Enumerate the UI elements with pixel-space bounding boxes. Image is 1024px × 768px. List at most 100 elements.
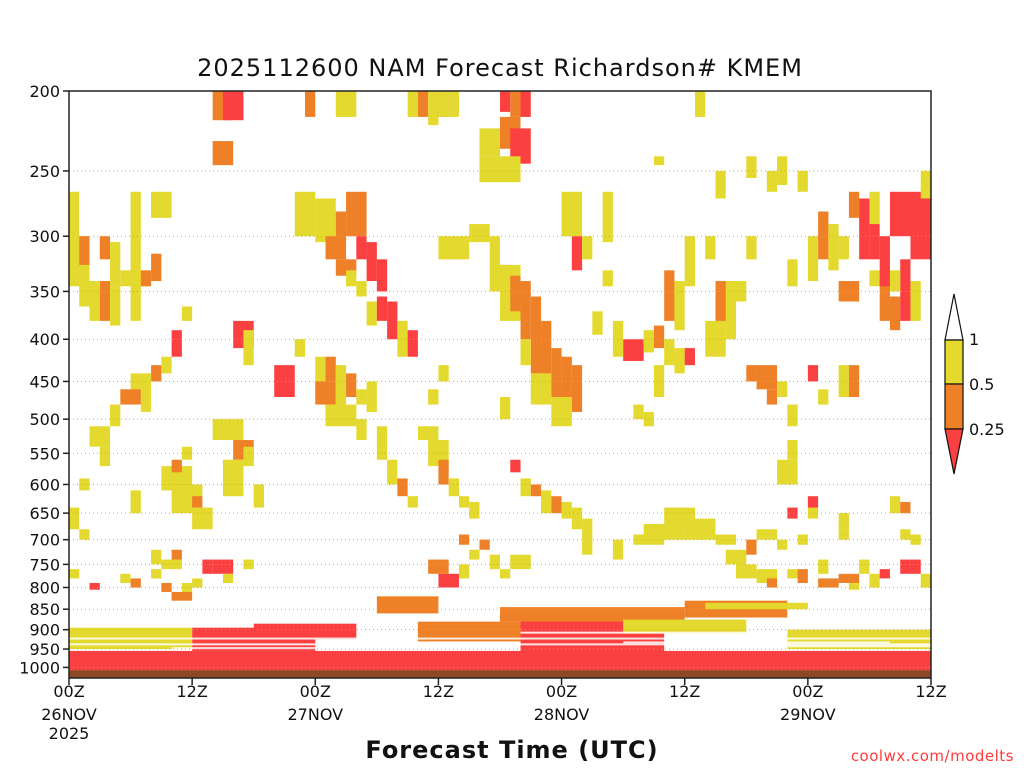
ri-cell [694, 91, 706, 117]
ri-cell [171, 330, 182, 357]
ri-cell [520, 339, 531, 366]
ri-cell [869, 191, 880, 225]
ri-cell [510, 275, 521, 312]
ri-cell [510, 459, 521, 473]
ri-cell [212, 141, 234, 166]
ri-cell [807, 365, 819, 382]
ri-cell [900, 501, 911, 514]
x-tick-label: 12Z [176, 682, 207, 701]
ri-cell [479, 156, 521, 183]
x-tick-label: 00Z [546, 682, 577, 701]
ri-cell [725, 549, 747, 565]
x-tick-label: 00Z [792, 682, 823, 701]
ri-cell [633, 404, 644, 420]
ri-cell [571, 365, 583, 412]
ri-cell [807, 496, 819, 508]
ri-cell [315, 198, 336, 243]
ri-cell [582, 539, 593, 555]
ri-cell [612, 539, 624, 560]
y-tick-label: 850 [29, 600, 60, 619]
ri-cell [889, 496, 901, 514]
ri-cell [520, 281, 531, 340]
x-tick-label: 00Z [53, 682, 84, 701]
ri-cell [397, 320, 408, 357]
ri-cell [243, 559, 254, 570]
ri-cell [623, 339, 644, 361]
ri-cell [79, 281, 100, 307]
ri-cell [346, 191, 367, 237]
ri-cell [653, 156, 665, 166]
ri-cell [900, 559, 921, 574]
ri-cell [551, 496, 562, 514]
ri-cell [325, 356, 336, 382]
ri-cell [151, 191, 172, 218]
ri-cell [212, 419, 244, 441]
ri-cell [541, 490, 552, 514]
ri-cell [110, 286, 121, 326]
ri-cell [756, 365, 778, 390]
ri-cell [181, 446, 193, 460]
ri-cell [171, 549, 182, 560]
legend-swatch-below-0-25 [944, 428, 964, 475]
ri-cell [99, 236, 111, 260]
legend-label: 1 [969, 330, 979, 349]
ri-cell [120, 389, 141, 405]
ri-cell [458, 564, 470, 579]
ri-cell [335, 211, 347, 243]
ri-cell [879, 236, 890, 287]
ri-cell [787, 259, 798, 287]
ri-cell [366, 381, 377, 412]
y-tick-label: 350 [29, 282, 60, 301]
ri-band [500, 607, 685, 622]
ri-cell [161, 582, 172, 592]
ri-cell [736, 564, 757, 579]
ri-cell [161, 356, 172, 374]
ri-cell [561, 356, 572, 405]
ri-band [705, 602, 808, 610]
ri-cell [151, 365, 162, 382]
ri-cell [551, 348, 562, 398]
x-tick-label: 12Z [423, 682, 454, 701]
ri-cell [541, 320, 552, 390]
ri-cell [797, 569, 808, 583]
ri-cell [684, 518, 716, 540]
ri-cell [243, 330, 254, 366]
ri-cell [705, 320, 716, 357]
ri-cell [161, 559, 182, 570]
ri-cell [889, 191, 911, 237]
ri-cell [571, 507, 583, 530]
plot-frame [68, 90, 932, 679]
ri-cell [181, 582, 193, 592]
ri-cell [428, 389, 439, 405]
ri-cell [746, 156, 757, 179]
ri-cell [428, 91, 439, 126]
ri-cell [438, 459, 449, 485]
ri-cell [489, 554, 500, 570]
ri-cell [879, 281, 890, 321]
ri-cell [253, 484, 264, 508]
ri-cell [838, 573, 860, 583]
ri-cell [376, 259, 388, 292]
ri-cell [869, 573, 880, 588]
ri-cell [428, 559, 449, 574]
ri-cell [920, 573, 931, 588]
ri-cell [694, 529, 706, 540]
ri-cell [130, 191, 141, 321]
ri-cell [458, 496, 470, 508]
x-tick-label: 28NOV [534, 705, 590, 724]
color-legend: 1 0.5 0.25 [944, 293, 1005, 475]
y-tick-label: 750 [29, 555, 60, 574]
band-gap [684, 645, 931, 648]
ri-cell [818, 578, 839, 588]
legend-swatch-0-25-0-5 [944, 383, 964, 430]
ri-cell [69, 507, 80, 530]
ri-cell [274, 365, 295, 398]
ri-cell [479, 539, 490, 550]
legend-label: 0.5 [969, 375, 994, 394]
ri-cell [838, 365, 849, 398]
ri-cell [192, 507, 213, 530]
ri-cell [715, 301, 726, 357]
x-tick-label: 27NOV [287, 705, 343, 724]
ri-cell [130, 578, 141, 588]
ri-cell [500, 397, 511, 420]
